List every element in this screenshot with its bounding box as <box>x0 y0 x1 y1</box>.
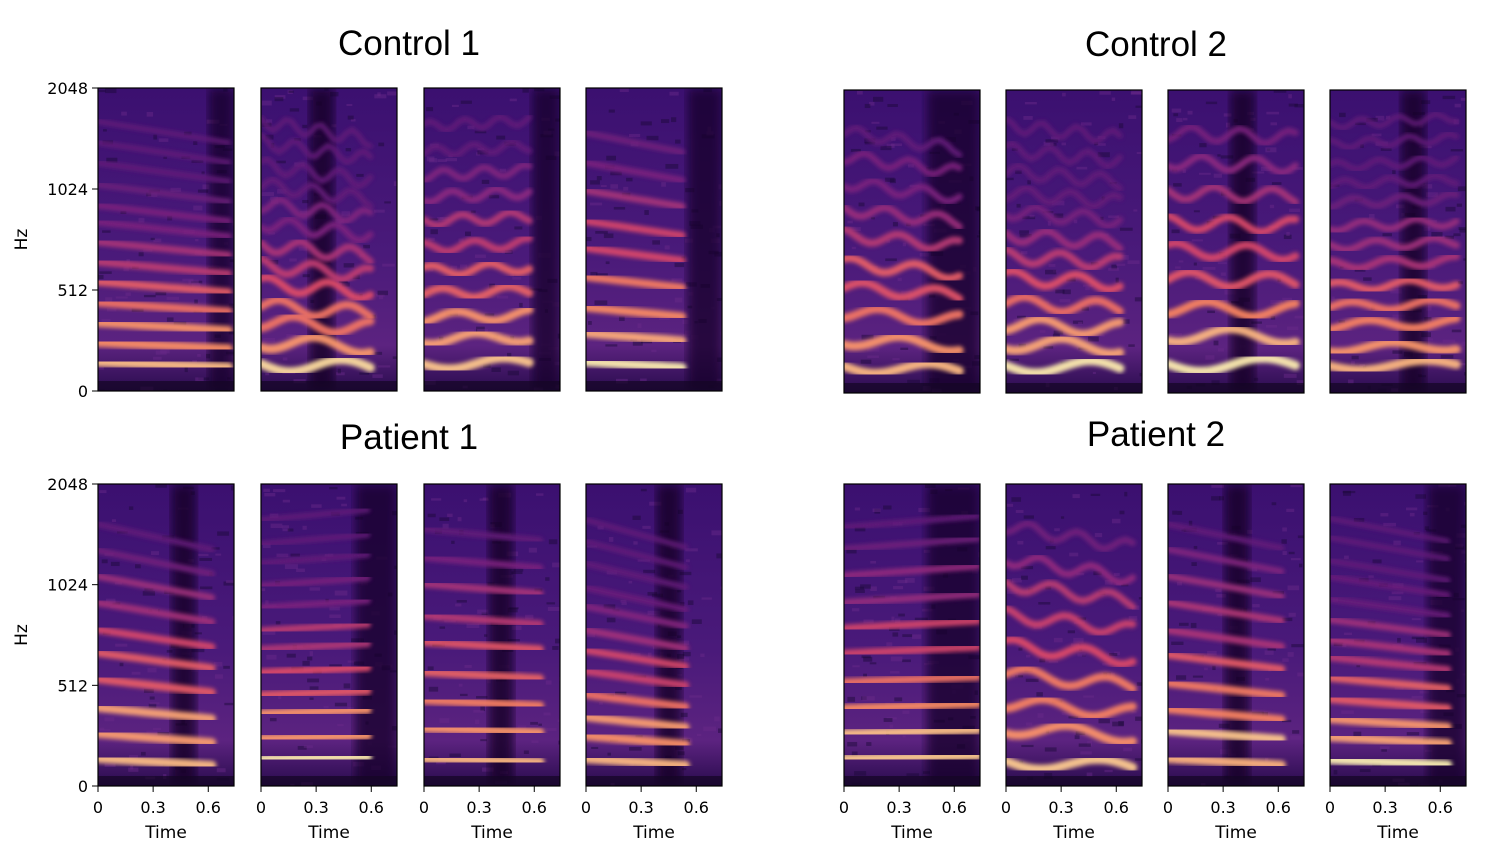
x-tick-label: 0.6 <box>1266 798 1291 817</box>
x-axis-label: Time <box>470 823 513 843</box>
panel-frame <box>260 87 398 392</box>
spectrogram-panel <box>1167 483 1305 787</box>
group-title: Patient 1 <box>340 418 478 457</box>
x-axis-label: Time <box>890 823 933 843</box>
panel-frame <box>97 483 235 787</box>
spectrogram-panel <box>1329 89 1467 394</box>
spectrogram-panel <box>843 89 981 394</box>
y-tick-label: 1024 <box>47 576 88 595</box>
x-axis-label: Time <box>144 823 187 843</box>
x-tick-label: 0.6 <box>942 798 967 817</box>
y-tick-label: 0 <box>78 382 88 401</box>
y-tick-label: 1024 <box>47 180 88 199</box>
x-axis-label: Time <box>307 823 350 843</box>
panel-frame <box>1329 89 1467 394</box>
panel-frame <box>585 87 723 392</box>
spectrogram-panel <box>423 483 561 787</box>
x-tick-label: 0.6 <box>359 798 384 817</box>
panel-frame <box>1005 483 1143 787</box>
x-tick-label: 0 <box>581 798 591 817</box>
y-tick-label: 2048 <box>47 475 88 494</box>
x-tick-label: 0.3 <box>886 798 911 817</box>
panel-frame <box>423 483 561 787</box>
x-tick-label: 0.6 <box>684 798 709 817</box>
x-tick-label: 0.3 <box>466 798 491 817</box>
spectrogram-panel <box>97 87 235 392</box>
y-tick-label: 2048 <box>47 79 88 98</box>
spectrogram-panel <box>1167 89 1305 394</box>
x-axis-label: Time <box>1214 823 1257 843</box>
panel-frame <box>585 483 723 787</box>
x-tick-label: 0.6 <box>522 798 547 817</box>
x-tick-label: 0.3 <box>628 798 653 817</box>
x-axis-label: Time <box>1376 823 1419 843</box>
panel-frame <box>423 87 561 392</box>
panel-frame <box>260 483 398 787</box>
y-axis-label: Hz <box>12 229 32 251</box>
group-title: Control 1 <box>338 24 480 63</box>
x-tick-label: 0 <box>256 798 266 817</box>
spectrogram-panel <box>1329 483 1467 787</box>
x-tick-label: 0 <box>1163 798 1173 817</box>
group-title: Patient 2 <box>1087 415 1225 454</box>
panel-frame <box>843 89 981 394</box>
x-tick-label: 0.6 <box>196 798 221 817</box>
y-axis-label: Hz <box>12 624 32 646</box>
spectrogram-panel <box>97 483 235 787</box>
panel-frame <box>1167 483 1305 787</box>
x-tick-label: 0.6 <box>1104 798 1129 817</box>
panel-frame <box>1005 89 1143 394</box>
spectrogram-panel <box>260 87 398 392</box>
spectrogram-panel <box>260 483 398 787</box>
panel-frame <box>1329 483 1467 787</box>
x-tick-label: 0 <box>839 798 849 817</box>
x-tick-label: 0.3 <box>303 798 328 817</box>
spectrogram-panel <box>585 483 723 787</box>
spectrogram-panel <box>1005 89 1143 394</box>
group-title: Control 2 <box>1085 25 1227 64</box>
spectrogram-panel <box>843 483 981 787</box>
spectrogram-panel <box>585 87 723 392</box>
x-axis-label: Time <box>1052 823 1095 843</box>
panel-frame <box>1167 89 1305 394</box>
x-tick-label: 0.3 <box>1210 798 1235 817</box>
x-tick-label: 0.3 <box>140 798 165 817</box>
x-tick-label: 0 <box>1325 798 1335 817</box>
spectrogram-panel <box>423 87 561 392</box>
y-tick-label: 0 <box>78 777 88 796</box>
x-tick-label: 0 <box>1001 798 1011 817</box>
x-axis-label: Time <box>632 823 675 843</box>
x-tick-label: 0 <box>93 798 103 817</box>
x-tick-label: 0 <box>419 798 429 817</box>
x-tick-label: 0.6 <box>1428 798 1453 817</box>
x-tick-label: 0.3 <box>1372 798 1397 817</box>
panel-frame <box>97 87 235 392</box>
y-tick-label: 512 <box>57 281 88 300</box>
x-tick-label: 0.3 <box>1048 798 1073 817</box>
y-tick-label: 512 <box>57 676 88 695</box>
spectrogram-panel <box>1005 483 1143 787</box>
panel-frame <box>843 483 981 787</box>
